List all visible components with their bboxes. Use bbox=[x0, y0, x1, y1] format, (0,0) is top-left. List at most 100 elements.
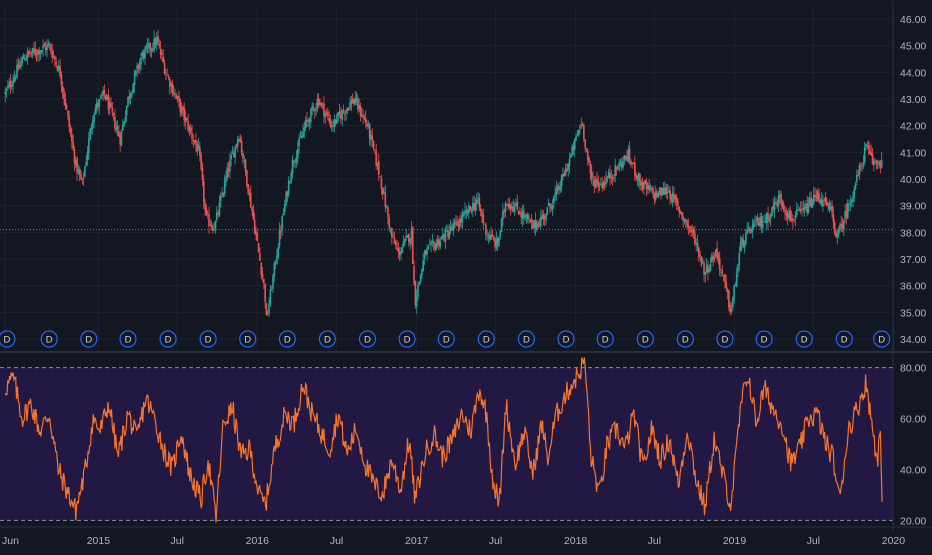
dividend-marker-circle bbox=[0, 330, 16, 348]
candle-body bbox=[380, 178, 383, 189]
candle-body bbox=[350, 100, 353, 105]
dividend-marker[interactable]: D bbox=[318, 330, 337, 348]
price-candle bbox=[478, 193, 481, 212]
dividend-marker[interactable]: D bbox=[119, 330, 137, 348]
dividend-marker[interactable]: D bbox=[80, 330, 98, 348]
dividend-marker[interactable]: D bbox=[596, 330, 614, 348]
price-candle bbox=[20, 56, 22, 71]
dividend-marker[interactable]: D bbox=[835, 330, 853, 348]
dividend-marker-label: D bbox=[602, 335, 609, 346]
dividend-marker[interactable]: D bbox=[199, 330, 217, 348]
candle-body bbox=[675, 198, 678, 203]
price-candle bbox=[566, 163, 568, 172]
price-candle bbox=[542, 210, 545, 226]
dividend-marker[interactable]: D bbox=[358, 330, 377, 348]
rsi-axis[interactable]: 20.00 40.00 60.00 80.00 bbox=[900, 363, 926, 528]
dividend-marker[interactable]: D bbox=[517, 330, 535, 348]
candle-body bbox=[316, 99, 319, 108]
dividend-marker[interactable]: D bbox=[40, 330, 58, 348]
candle-body bbox=[295, 157, 298, 163]
price-candle bbox=[336, 112, 338, 124]
dividend-marker-label: D bbox=[85, 335, 92, 346]
price-axis[interactable]: 34.00 35.00 36.00 37.00 38.00 39.00 40.00 41.00… bbox=[900, 14, 926, 346]
candle-body bbox=[564, 168, 567, 176]
candle-body bbox=[832, 213, 835, 222]
candle-body bbox=[716, 247, 718, 255]
price-candle bbox=[212, 223, 214, 234]
candle-body bbox=[698, 247, 700, 258]
candle-body bbox=[712, 256, 714, 260]
candle-body bbox=[605, 177, 607, 184]
dividend-marker[interactable]: D bbox=[0, 330, 16, 348]
dividend-marker-circle bbox=[795, 330, 813, 348]
candle-body bbox=[287, 181, 290, 195]
candle-body bbox=[257, 242, 260, 252]
price-candle bbox=[695, 238, 698, 252]
dividend-marker[interactable]: D bbox=[398, 330, 416, 348]
price-candle bbox=[449, 219, 452, 235]
dividend-marker[interactable]: D bbox=[636, 330, 654, 348]
price-candle bbox=[240, 136, 243, 156]
candle-body bbox=[858, 165, 861, 175]
price-candle bbox=[217, 210, 219, 218]
candle-body bbox=[418, 281, 421, 285]
rsi-line[interactable] bbox=[4, 357, 883, 523]
price-candle bbox=[734, 281, 737, 287]
dividend-marker[interactable]: D bbox=[676, 330, 694, 348]
price-candles[interactable] bbox=[4, 29, 883, 317]
candle-body bbox=[146, 45, 149, 47]
price-candle bbox=[461, 208, 464, 229]
candle-body bbox=[748, 227, 751, 232]
dividend-marker[interactable]: D bbox=[437, 330, 455, 348]
price-candle bbox=[547, 198, 550, 207]
candle-body bbox=[43, 44, 46, 47]
price-candle bbox=[536, 219, 538, 233]
price-candle bbox=[422, 253, 425, 272]
dividend-marker-circle bbox=[358, 330, 377, 348]
candle-body bbox=[854, 183, 857, 189]
candle-body bbox=[790, 218, 793, 220]
price-candle bbox=[247, 184, 249, 196]
price-axis-label: 46.00 bbox=[900, 14, 926, 26]
price-candle bbox=[479, 204, 482, 217]
candle-body bbox=[665, 187, 667, 195]
price-candle bbox=[775, 197, 777, 205]
dividend-marker[interactable]: D bbox=[477, 330, 495, 348]
dividend-marker[interactable]: D bbox=[278, 330, 296, 348]
candle-body bbox=[47, 43, 50, 47]
price-candle bbox=[68, 110, 71, 133]
dividend-marker[interactable]: D bbox=[159, 330, 177, 348]
candle-body bbox=[192, 140, 195, 141]
dividend-marker[interactable]: D bbox=[755, 330, 773, 348]
price-candle bbox=[738, 246, 741, 271]
dividend-marker[interactable]: D bbox=[795, 330, 813, 348]
dividend-marker[interactable]: D bbox=[873, 330, 891, 348]
candle-body bbox=[106, 96, 108, 101]
dividend-marker[interactable]: D bbox=[716, 330, 734, 348]
price-candle bbox=[206, 210, 209, 219]
candle-body bbox=[205, 208, 208, 215]
candle-body bbox=[462, 212, 465, 216]
candle-body bbox=[101, 94, 103, 96]
price-candle bbox=[871, 148, 874, 165]
candle-body bbox=[731, 298, 734, 308]
price-candle bbox=[298, 133, 300, 154]
candle-body bbox=[253, 219, 256, 233]
candle-body bbox=[515, 203, 517, 207]
price-candle bbox=[391, 227, 393, 245]
candle-body bbox=[125, 105, 128, 116]
dividend-marker-circle bbox=[40, 330, 58, 348]
price-candle bbox=[172, 84, 175, 97]
candle-body bbox=[142, 52, 145, 59]
dividend-marker[interactable]: D bbox=[239, 330, 257, 348]
candle-body bbox=[161, 53, 163, 56]
candle-body bbox=[611, 177, 614, 179]
candle-body bbox=[354, 98, 357, 104]
time-axis[interactable]: Jun 2015 Jul 2016 Jul 2017 Jul 2018 Jul 2019 Jul 20… bbox=[2, 535, 905, 547]
price-candle bbox=[273, 260, 276, 282]
dividend-marker[interactable]: D bbox=[557, 330, 575, 348]
price-candle bbox=[873, 157, 875, 172]
price-candle bbox=[411, 226, 414, 264]
